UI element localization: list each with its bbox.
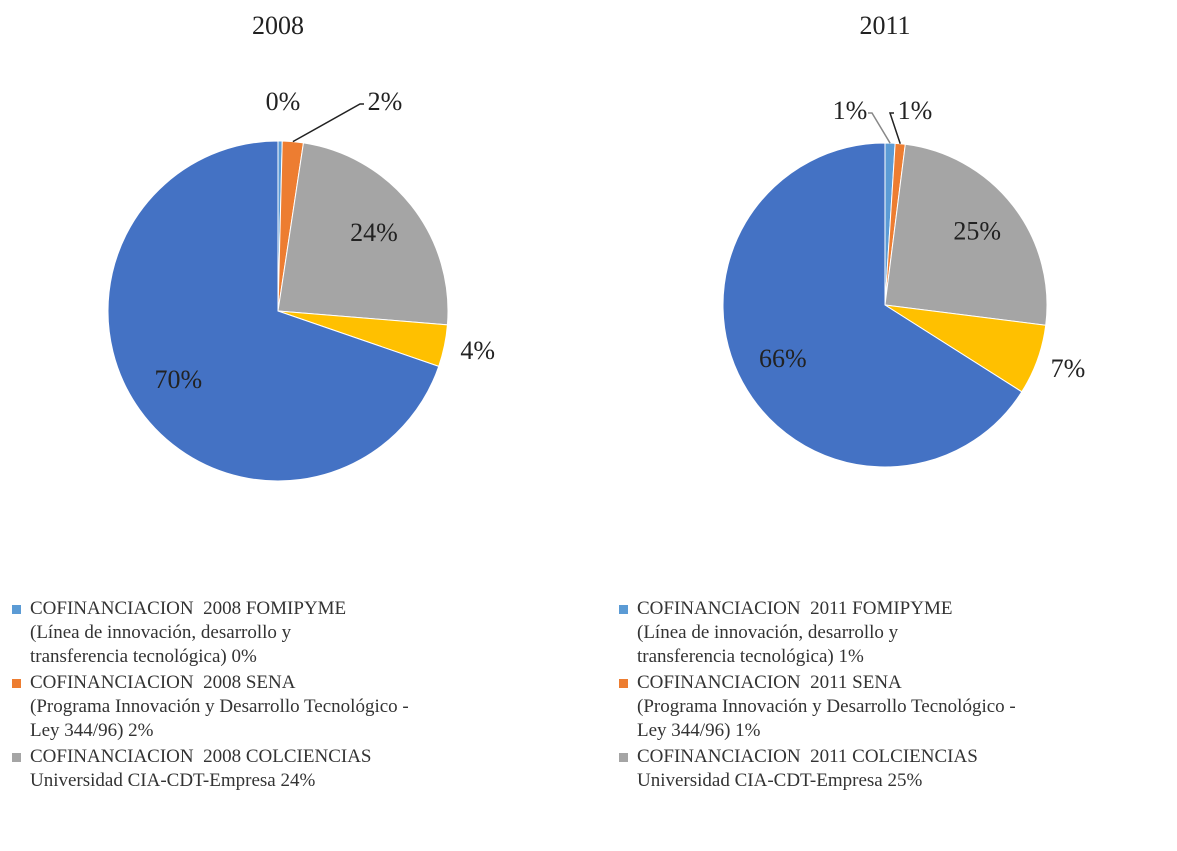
data-label: 2% xyxy=(368,87,403,116)
pie-slice xyxy=(884,143,1048,326)
legend-entry: COFINANCIACION 2011 COLCIENCIAS Universi… xyxy=(637,746,978,791)
data-label: 24% xyxy=(350,218,398,247)
legend-entry: COFINANCIACION 2008 FOMIPYME (Línea de i… xyxy=(30,598,347,667)
legend-entry: COFINANCIACION 2011 FOMIPYME (Línea de i… xyxy=(637,598,953,667)
data-label: 25% xyxy=(953,216,1001,245)
data-label: 4% xyxy=(460,336,495,365)
data-label: 70% xyxy=(155,365,203,394)
pie-slice xyxy=(107,140,440,482)
legend-entry: COFINANCIACION 2011 SENA (Programa Innov… xyxy=(637,672,1016,741)
leader-line xyxy=(888,112,901,144)
legend-swatch xyxy=(619,753,628,762)
legend-swatch xyxy=(619,679,628,688)
data-label: 7% xyxy=(1051,354,1086,383)
data-label: 0% xyxy=(266,87,301,116)
legend-entry: COFINANCIACION 2008 COLCIENCIAS Universi… xyxy=(30,746,372,791)
legend-swatch xyxy=(12,753,21,762)
data-label: 1% xyxy=(833,96,868,125)
chart-title: 2011 xyxy=(859,11,910,40)
legend-swatch xyxy=(619,605,628,614)
data-label: 66% xyxy=(759,344,807,373)
leader-line xyxy=(868,112,891,144)
legend-entry: COFINANCIACION 2008 SENA (Programa Innov… xyxy=(30,672,409,741)
legend-swatch xyxy=(12,679,21,688)
data-label: 1% xyxy=(898,96,933,125)
pie-slice xyxy=(277,142,449,326)
leader-line xyxy=(292,103,364,143)
pie-slice xyxy=(722,142,1023,468)
chart-title: 2008 xyxy=(252,11,304,40)
legend-swatch xyxy=(12,605,21,614)
